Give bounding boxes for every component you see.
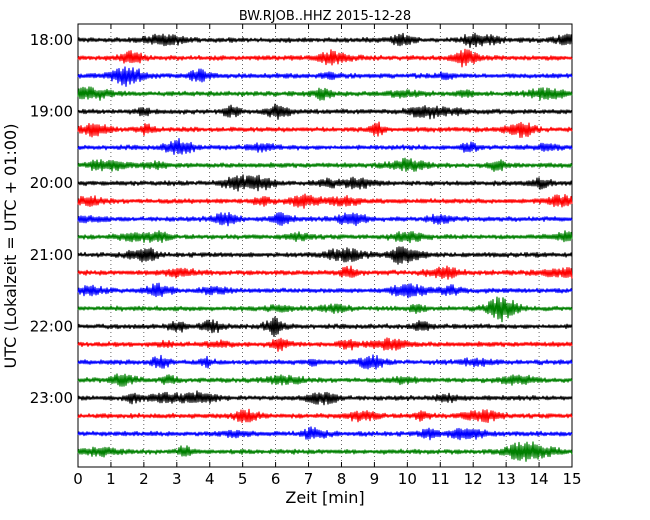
seismogram-trace — [77, 174, 573, 192]
seismogram-trace — [77, 316, 573, 338]
x-tick-label: 10 — [398, 470, 417, 488]
seismogram-trace — [77, 354, 573, 370]
seismogram-trace — [77, 426, 573, 441]
x-axis-label: Zeit [min] — [285, 488, 364, 507]
x-tick-label: 0 — [73, 470, 83, 488]
seismogram-trace — [77, 390, 573, 406]
seismogram-trace — [77, 66, 573, 87]
y-axis-ticks: 18:00 19:00 20:00 21:00 22:00 23:00 — [30, 31, 572, 407]
seismogram-trace — [77, 230, 573, 244]
seismogram-trace — [77, 408, 573, 424]
x-tick-label: 6 — [271, 470, 281, 488]
x-tick-label: 4 — [205, 470, 215, 488]
x-tick-label: 8 — [337, 470, 347, 488]
seismogram-trace — [77, 137, 573, 155]
x-axis-ticks: 0 1 2 3 4 5 6 7 8 9 10 11 12 13 14 15 — [73, 24, 582, 488]
seismogram-trace — [77, 282, 573, 299]
x-tick-label: 14 — [530, 470, 549, 488]
seismogram-trace — [77, 246, 573, 265]
x-tick-label: 12 — [464, 470, 483, 488]
y-tick-label: 20:00 — [30, 174, 73, 192]
seismogram-trace — [77, 121, 573, 139]
seismogram-trace — [77, 86, 573, 101]
y-tick-label: 19:00 — [30, 103, 73, 121]
y-tick-label: 21:00 — [30, 246, 73, 264]
seismogram-trace — [77, 32, 573, 49]
y-tick-label: 22:00 — [30, 317, 73, 335]
y-tick-label: 18:00 — [30, 31, 73, 49]
x-tick-label: 5 — [238, 470, 248, 488]
x-tick-label: 15 — [562, 470, 581, 488]
traces — [77, 32, 573, 462]
seismogram-trace — [77, 48, 573, 68]
seismogram-trace — [77, 296, 573, 323]
x-tick-label: 2 — [139, 470, 149, 488]
x-tick-label: 13 — [497, 470, 516, 488]
seismogram-trace — [77, 157, 573, 172]
seismogram-trace — [77, 211, 573, 227]
x-tick-label: 7 — [304, 470, 314, 488]
x-tick-label: 3 — [172, 470, 182, 488]
seismogram-trace — [77, 337, 573, 352]
seismogram-trace — [77, 193, 573, 209]
chart-title: BW.RJOB..HHZ 2015-12-28 — [239, 9, 411, 24]
seismogram-trace — [77, 265, 573, 280]
seismogram-trace — [77, 103, 573, 120]
y-tick-label: 23:00 — [30, 389, 73, 407]
seismogram-trace — [77, 373, 573, 387]
x-tick-label: 1 — [106, 470, 116, 488]
x-tick-label: 11 — [431, 470, 450, 488]
seismogram-trace — [77, 441, 573, 462]
y-axis-label: UTC (Lokalzeit = UTC + 01:00) — [1, 124, 20, 369]
x-tick-label: 9 — [370, 470, 380, 488]
